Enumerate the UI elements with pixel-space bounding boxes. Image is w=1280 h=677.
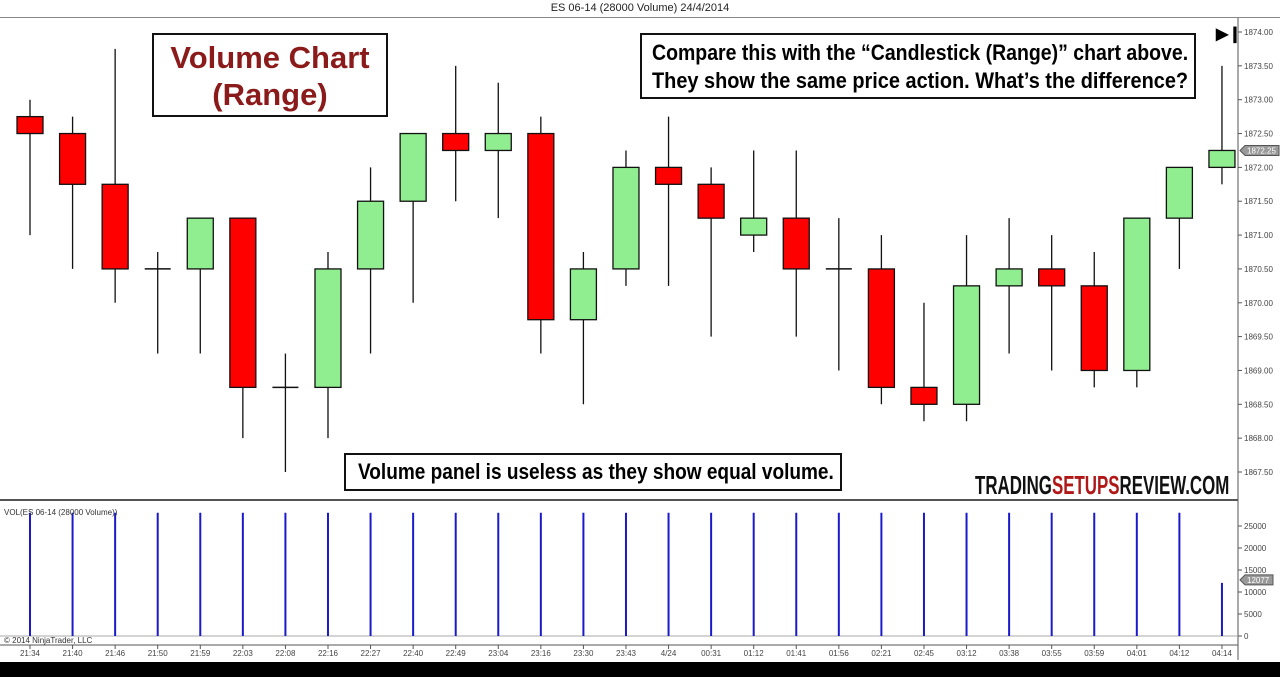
annotation-line: They show the same price action. What’s … — [652, 68, 1189, 93]
x-tick-label: 22:49 — [446, 649, 467, 658]
x-tick-label: 21:40 — [63, 649, 84, 658]
x-tick-label: 03:12 — [957, 649, 978, 658]
x-tick-label: 03:59 — [1084, 649, 1105, 658]
x-tick-label: 00:31 — [701, 649, 722, 658]
x-tick-label: 03:38 — [999, 649, 1020, 658]
x-tick-label: 03:55 — [1042, 649, 1063, 658]
vol-y-tick-label: 20000 — [1244, 544, 1267, 553]
candle-up — [1208, 149, 1236, 169]
candle-down — [697, 183, 725, 219]
y-tick-label: 1869.00 — [1244, 366, 1273, 375]
y-tick-label: 1872.00 — [1244, 163, 1273, 172]
scroll-to-end-icon[interactable]: ▶❙ — [1216, 26, 1242, 43]
candle-up — [186, 217, 214, 270]
watermark-text: TRADINGSETUPSREVIEW.COM — [975, 470, 1229, 500]
candle-down — [58, 132, 87, 185]
annotation-compare: Compare this with the “Candlestick (Rang… — [640, 33, 1196, 99]
y-tick-label: 1870.50 — [1244, 265, 1273, 274]
vol-y-tick-label: 10000 — [1244, 588, 1267, 597]
x-tick-label: 4/24 — [661, 649, 677, 658]
x-tick-label: 21:59 — [190, 649, 211, 658]
volume-panel-label: VOL(ES 06-14 (28000 Volume)) — [4, 508, 118, 517]
y-tick-label: 1873.50 — [1244, 62, 1273, 71]
copyright: © 2014 NinjaTrader, LLC — [4, 636, 93, 645]
candle-down — [1038, 268, 1066, 287]
candle-down — [229, 217, 257, 389]
candle-up — [356, 200, 385, 270]
x-tick-label: 01:56 — [829, 649, 850, 658]
watermark-part: REVIEW.COM — [1119, 470, 1230, 500]
y-tick-label: 1870.00 — [1244, 299, 1273, 308]
last-price-marker — [1239, 144, 1280, 156]
candle-up — [399, 132, 427, 202]
candle-down — [101, 183, 129, 270]
candle-up — [1165, 166, 1194, 219]
x-tick-label: 21:34 — [20, 649, 41, 658]
candle-up — [995, 268, 1023, 287]
candle-up — [612, 166, 640, 270]
y-tick-label: 1869.50 — [1244, 333, 1273, 342]
last-price-label: 1872.25 — [1247, 146, 1276, 155]
x-tick-label: 21:50 — [148, 649, 169, 658]
annotation-volume-chart: Volume Chart (Range) — [152, 33, 388, 117]
y-tick-label: 1868.00 — [1244, 434, 1273, 443]
x-tick-label: 23:30 — [573, 649, 594, 658]
watermark-part: SETUPS — [1051, 470, 1120, 500]
candle-up — [314, 268, 342, 389]
bottom-border — [0, 662, 1280, 677]
x-tick-label: 01:12 — [744, 649, 765, 658]
y-tick-label: 1868.50 — [1244, 400, 1273, 409]
candle-down — [442, 132, 470, 152]
candle-up — [952, 285, 981, 405]
vol-y-tick-label: 25000 — [1244, 522, 1267, 531]
candle-down — [1080, 285, 1108, 372]
x-tick-label: 04:14 — [1212, 649, 1233, 658]
vol-y-tick-label: 15000 — [1244, 566, 1267, 575]
annotation-line: (Range) — [212, 77, 328, 112]
x-tick-label: 04:01 — [1127, 649, 1148, 658]
annotation-volume-useless: Volume panel is useless as they show equ… — [344, 453, 842, 491]
last-volume-marker — [1239, 574, 1274, 586]
x-tick-label: 02:21 — [871, 649, 892, 658]
candle-down — [867, 268, 896, 389]
candle-down — [16, 115, 44, 135]
x-tick-label: 23:04 — [488, 649, 509, 658]
y-tick-label: 1872.50 — [1244, 130, 1273, 139]
x-tick-label: 22:27 — [361, 649, 382, 658]
x-tick-label: 22:03 — [233, 649, 254, 658]
y-tick-label: 1867.50 — [1244, 468, 1273, 477]
x-tick-label: 04:12 — [1169, 649, 1190, 658]
x-tick-label: 22:08 — [275, 649, 296, 658]
x-tick-label: 23:43 — [616, 649, 637, 658]
candle-down — [654, 166, 683, 185]
x-tick-label: 01:41 — [786, 649, 807, 658]
candle-down — [527, 132, 555, 321]
x-tick-label: 22:40 — [403, 649, 424, 658]
x-tick-label: 22:16 — [318, 649, 339, 658]
y-tick-label: 1874.00 — [1244, 28, 1273, 37]
y-tick-label: 1871.50 — [1244, 197, 1273, 206]
annotation-line: Volume Chart — [170, 40, 370, 75]
watermark: TRADINGSETUPSREVIEW.COM — [975, 470, 1235, 500]
candle-down — [910, 386, 938, 405]
candle-down — [782, 217, 810, 270]
vol-y-tick-label: 0 — [1244, 632, 1249, 641]
candle-up — [1123, 217, 1151, 372]
candle-up — [740, 217, 768, 236]
watermark-part: TRADING — [975, 470, 1052, 500]
y-tick-label: 1871.00 — [1244, 231, 1273, 240]
annotation-line: Compare this with the “Candlestick (Rang… — [652, 40, 1189, 65]
x-tick-label: 21:46 — [105, 649, 126, 658]
x-tick-label: 23:16 — [531, 649, 552, 658]
vol-y-tick-label: 5000 — [1244, 610, 1262, 619]
candle-up — [569, 268, 598, 321]
last-volume-label: 12077 — [1247, 576, 1270, 585]
candle-up — [484, 132, 512, 152]
y-tick-label: 1873.00 — [1244, 96, 1273, 105]
chart-title: ES 06-14 (28000 Volume) 24/4/2014 — [0, 0, 1280, 18]
x-tick-label: 02:45 — [914, 649, 935, 658]
annotation-line: Volume panel is useless as they show equ… — [358, 459, 834, 484]
